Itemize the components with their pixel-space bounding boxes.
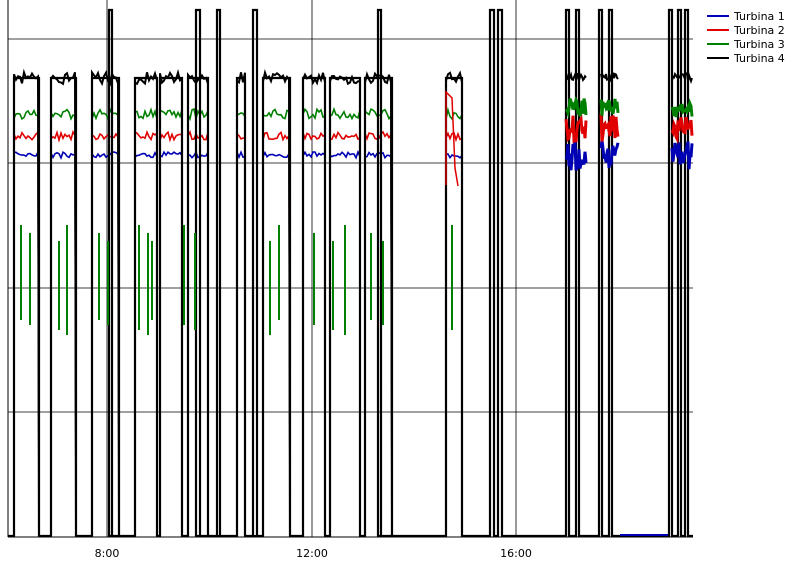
chart-series bbox=[8, 8, 694, 538]
legend-item-turbina-4: Turbina 4 bbox=[707, 51, 789, 65]
turbine-burst-line-2 bbox=[564, 113, 588, 144]
x-tick-label: 12:00 bbox=[296, 547, 328, 560]
legend-item-turbina-3: Turbina 3 bbox=[707, 37, 789, 51]
series-line-2-transient bbox=[445, 90, 459, 187]
legend-label: Turbina 4 bbox=[734, 51, 785, 65]
turbine-burst-line-1 bbox=[564, 141, 588, 171]
legend-swatch bbox=[707, 15, 729, 17]
legend-label: Turbina 1 bbox=[734, 9, 785, 23]
legend-swatch bbox=[707, 29, 729, 31]
turbine-burst-line-4 bbox=[566, 71, 587, 83]
legend-item-turbina-2: Turbina 2 bbox=[707, 23, 789, 37]
legend-swatch bbox=[707, 43, 729, 45]
turbine-burst-line-3 bbox=[599, 98, 620, 116]
turbine-burst-line-1 bbox=[670, 141, 694, 170]
x-tick-label: 8:00 bbox=[95, 547, 120, 560]
chart-axes bbox=[7, 0, 693, 538]
turbine-burst-line-2 bbox=[670, 116, 694, 145]
x-tick-label: 16:00 bbox=[500, 547, 532, 560]
turbine-burst-line-3 bbox=[564, 96, 588, 119]
turbine-burst-line-3 bbox=[670, 97, 694, 118]
legend-item-turbina-1: Turbina 1 bbox=[707, 9, 789, 23]
chart-legend: Turbina 1 Turbina 2 Turbina 3 Turbina 4 bbox=[707, 9, 789, 65]
turbine-burst-line-1 bbox=[599, 139, 620, 169]
x-tick-labels: 8:00 12:00 16:00 bbox=[95, 547, 532, 560]
legend-swatch bbox=[707, 57, 729, 59]
turbine-burst-line-4 bbox=[600, 72, 619, 83]
legend-label: Turbina 2 bbox=[734, 23, 785, 37]
legend-label: Turbina 3 bbox=[734, 37, 785, 51]
series-outline-4 bbox=[8, 8, 693, 538]
turbine-burst-line-2 bbox=[599, 114, 620, 142]
turbine-burst-line-4 bbox=[671, 71, 693, 85]
